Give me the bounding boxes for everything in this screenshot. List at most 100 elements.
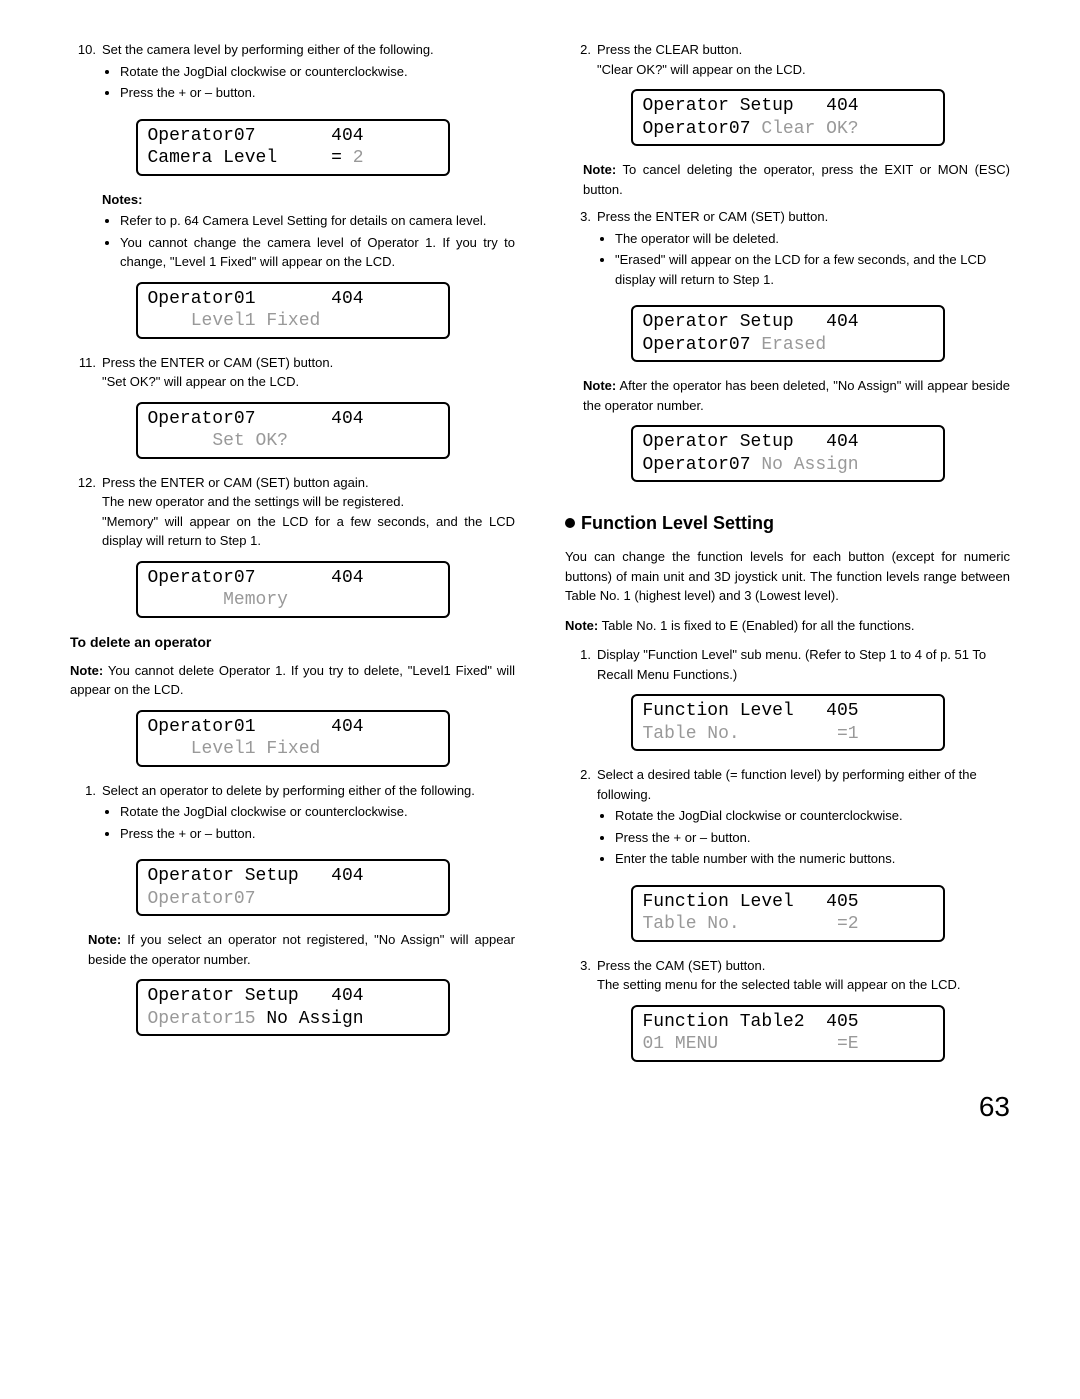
lcd-text: 405 — [826, 701, 858, 721]
delete-step-1: 1. Select an operator to delete by perfo… — [70, 781, 515, 850]
note-block: Note: To cancel deleting the operator, p… — [583, 160, 1010, 199]
note-text: You cannot delete Operator 1. If you try… — [70, 663, 515, 698]
lcd-text-hl: Clear OK? — [751, 119, 859, 139]
step-text: Press the ENTER or CAM (SET) button. — [597, 207, 1010, 227]
step-number: 11. — [70, 353, 102, 392]
lcd-text: Operator07 — [148, 409, 256, 429]
step-text: Press the ENTER or CAM (SET) button agai… — [102, 473, 515, 493]
lcd-display: Operator07 404 Camera Level = 2 — [136, 119, 450, 176]
func-step-2: 2. Select a desired table (= function le… — [565, 765, 1010, 875]
lcd-text-hl: No Assign — [751, 455, 859, 475]
bullet: Rotate the JogDial clockwise or counterc… — [120, 62, 515, 82]
bullet: Rotate the JogDial clockwise or counterc… — [615, 806, 1010, 826]
bullet-dot-icon — [565, 518, 575, 528]
step-body: Display "Function Level" sub menu. (Refe… — [597, 645, 1010, 684]
function-level-heading: Function Level Setting — [565, 510, 1010, 537]
step-number: 2. — [565, 765, 597, 875]
step-text: "Set OK?" will appear on the LCD. — [102, 372, 515, 392]
lcd-text-hl: 2 — [342, 148, 364, 168]
step-body: Press the ENTER or CAM (SET) button. "Se… — [102, 353, 515, 392]
lcd-display: Operator Setup 404 Operator07 — [136, 859, 450, 916]
step-text: Select a desired table (= function level… — [597, 767, 977, 802]
step-text: Press the CAM (SET) button. — [597, 956, 1010, 976]
lcd-text-hl: Erased — [751, 335, 827, 355]
lcd-text: Operator Setup — [643, 96, 794, 116]
note-text: Table No. 1 is fixed to E (Enabled) for … — [602, 618, 915, 633]
lcd-text: 404 — [331, 866, 363, 886]
lcd-display: Operator Setup 404 Operator15 No Assign — [136, 979, 450, 1036]
page-number: 63 — [70, 1086, 1010, 1128]
step-body: Select an operator to delete by performi… — [102, 781, 515, 850]
func-step-3: 3. Press the CAM (SET) button. The setti… — [565, 956, 1010, 995]
lcd-text: Operator Setup — [148, 986, 299, 1006]
func-step-1: 1. Display "Function Level" sub menu. (R… — [565, 645, 1010, 684]
bullet: The operator will be deleted. — [615, 229, 1010, 249]
lcd-text: 404 — [826, 96, 858, 116]
step-number: 10. — [70, 40, 102, 109]
intro-text: You can change the function levels for e… — [565, 547, 1010, 606]
lcd-text: Function Level — [643, 892, 794, 912]
lcd-text-hl: Memory — [223, 590, 288, 610]
step-body: Press the CLEAR button. "Clear OK?" will… — [597, 40, 1010, 79]
step-11: 11. Press the ENTER or CAM (SET) button.… — [70, 353, 515, 392]
bullet: "Erased" will appear on the LCD for a fe… — [615, 250, 1010, 289]
heading-text: Function Level Setting — [581, 513, 774, 533]
lcd-text: 404 — [331, 986, 363, 1006]
note-label: Note: — [565, 618, 598, 633]
lcd-text-hl: =2 — [837, 914, 859, 934]
step-body: Set the camera level by performing eithe… — [102, 40, 515, 109]
lcd-text-hl: 01 MENU — [643, 1034, 719, 1054]
step-text: Press the CLEAR button. — [597, 40, 1010, 60]
step-number: 2. — [565, 40, 597, 79]
step-body: Select a desired table (= function level… — [597, 765, 1010, 875]
lcd-text-hl: Table No. — [643, 724, 740, 744]
lcd-text: No Assign — [256, 1009, 364, 1029]
step-body: Press the ENTER or CAM (SET) button agai… — [102, 473, 515, 551]
lcd-display: Function Level 405 Table No. =2 — [631, 885, 945, 942]
bullet: Enter the table number with the numeric … — [615, 849, 1010, 869]
delete-step-2: 2. Press the CLEAR button. "Clear OK?" w… — [565, 40, 1010, 79]
note-text: To cancel deleting the operator, press t… — [583, 162, 1010, 197]
lcd-text: 405 — [826, 892, 858, 912]
step-number: 1. — [565, 645, 597, 684]
step-text: Set the camera level by performing eithe… — [102, 42, 434, 57]
step-body: Press the ENTER or CAM (SET) button. The… — [597, 207, 1010, 295]
bullet-list: Rotate the JogDial clockwise or counterc… — [597, 806, 1010, 869]
step-number: 1. — [70, 781, 102, 850]
lcd-text: Operator Setup — [643, 432, 794, 452]
note-block: Note: Table No. 1 is fixed to E (Enabled… — [565, 616, 1010, 636]
note-text: If you select an operator not registered… — [88, 932, 515, 967]
lcd-text-hl: =1 — [837, 724, 859, 744]
step-number: 12. — [70, 473, 102, 551]
lcd-text: Camera Level — [148, 148, 278, 168]
note-text: After the operator has been deleted, "No… — [583, 378, 1010, 413]
lcd-display: Function Table2 405 01 MENU =E — [631, 1005, 945, 1062]
lcd-display: Operator07 404 Memory — [136, 561, 450, 618]
lcd-text: 404 — [331, 126, 363, 146]
lcd-text: Operator07 — [643, 119, 751, 139]
columns: 10. Set the camera level by performing e… — [70, 40, 1010, 1076]
lcd-text: 404 — [826, 432, 858, 452]
lcd-text: Operator07 — [148, 126, 256, 146]
lcd-text-hl: Operator07 — [148, 889, 256, 909]
lcd-text-hl: Table No. — [643, 914, 740, 934]
lcd-text: Operator01 — [148, 717, 256, 737]
bullet-list: Refer to p. 64 Camera Level Setting for … — [102, 211, 515, 272]
lcd-text: 404 — [331, 409, 363, 429]
lcd-text: Function Table2 — [643, 1012, 805, 1032]
lcd-display: Operator Setup 404 Operator07 Erased — [631, 305, 945, 362]
left-column: 10. Set the camera level by performing e… — [70, 40, 515, 1076]
lcd-text: Operator Setup — [148, 866, 299, 886]
step-12: 12. Press the ENTER or CAM (SET) button … — [70, 473, 515, 551]
step-body: Press the CAM (SET) button. The setting … — [597, 956, 1010, 995]
note-block: Note: After the operator has been delete… — [583, 376, 1010, 415]
lcd-text-hl: Set OK? — [212, 431, 288, 451]
note-label: Note: — [88, 932, 121, 947]
lcd-text-hl: Level1 Fixed — [191, 739, 321, 759]
notes-heading: Notes: — [102, 190, 515, 210]
step-text: "Clear OK?" will appear on the LCD. — [597, 60, 1010, 80]
right-column: 2. Press the CLEAR button. "Clear OK?" w… — [565, 40, 1010, 1076]
note-item: Refer to p. 64 Camera Level Setting for … — [120, 211, 515, 231]
lcd-text-hl: Level1 Fixed — [191, 311, 321, 331]
step-number: 3. — [565, 956, 597, 995]
